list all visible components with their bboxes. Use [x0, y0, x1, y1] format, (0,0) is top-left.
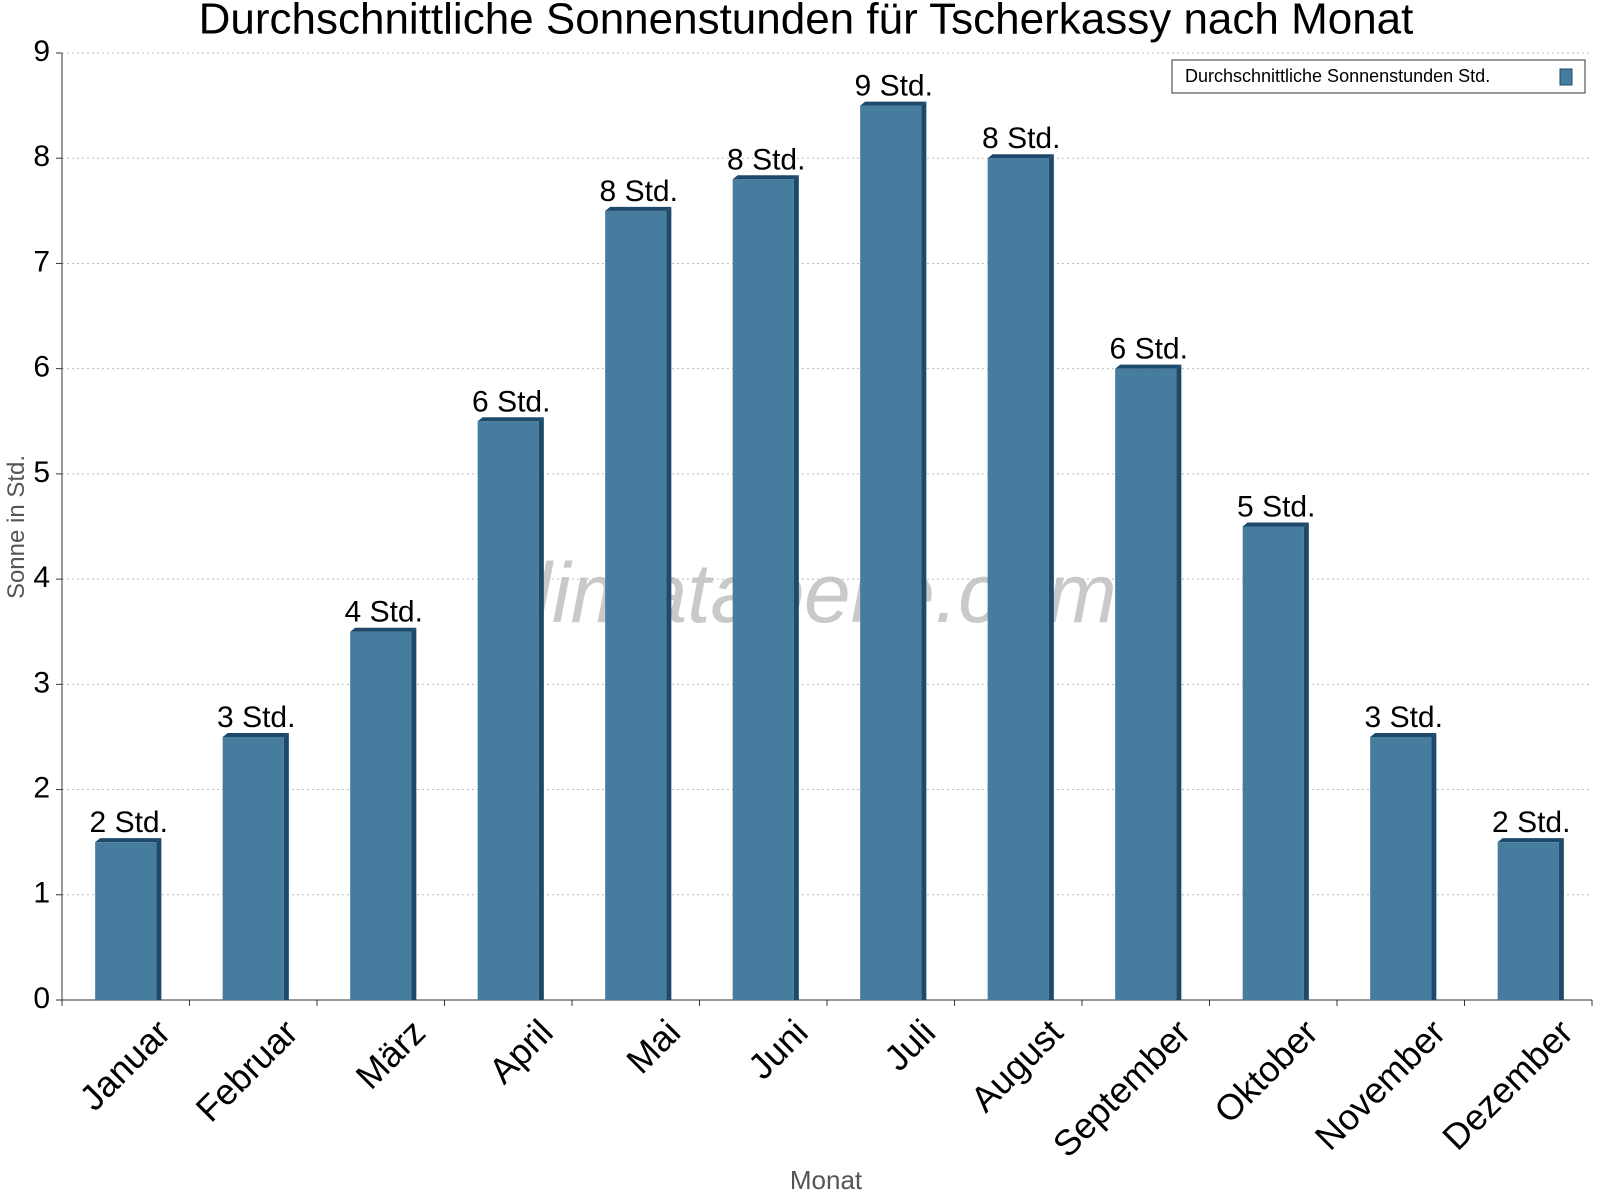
bar-top: [477, 417, 544, 422]
y-axis-label: Sonne in Std.: [3, 455, 30, 599]
bar-side: [1048, 154, 1054, 1000]
bar-top: [1497, 838, 1564, 843]
y-tick-label: 3: [33, 666, 50, 699]
x-tick-label: Februar: [188, 1011, 306, 1129]
bar-top: [1370, 732, 1437, 737]
bar: [732, 179, 794, 1000]
y-tick-label: 8: [33, 140, 50, 173]
y-tick-label: 2: [33, 771, 50, 804]
bar: [350, 631, 412, 1000]
x-tick-label: März: [348, 1011, 434, 1097]
bar-top: [1115, 364, 1182, 369]
y-tick-label: 1: [33, 877, 50, 910]
bar: [605, 210, 667, 1001]
bar-side: [1176, 364, 1182, 1001]
value-label: 6 Std.: [472, 385, 550, 418]
bar: [1370, 736, 1432, 1000]
bar: [222, 736, 284, 1000]
bar-top: [987, 154, 1054, 159]
bar-side: [921, 101, 927, 1001]
value-label: 8 Std.: [982, 122, 1060, 155]
bar: [95, 842, 157, 1000]
value-label: 4 Std.: [345, 596, 423, 629]
bar-top: [350, 627, 417, 632]
value-label: 2 Std.: [90, 806, 168, 839]
value-label: 3 Std.: [1365, 701, 1443, 734]
value-label: 6 Std.: [1110, 333, 1188, 366]
x-tick-label: Juli: [876, 1011, 943, 1078]
value-label: 9 Std.: [855, 70, 933, 103]
bar-top: [732, 175, 799, 180]
x-tick-label: Dezember: [1434, 1011, 1580, 1157]
bar-top: [1242, 522, 1309, 527]
value-label: 8 Std.: [600, 175, 678, 208]
y-tick-label: 5: [33, 456, 50, 489]
value-label: 8 Std.: [727, 143, 805, 176]
legend-label: Durchschnittliche Sonnenstunden Std.: [1185, 66, 1490, 86]
x-tick-label: Mai: [618, 1011, 688, 1081]
value-label: 2 Std.: [1492, 806, 1570, 839]
x-tick-label: August: [962, 1011, 1070, 1119]
x-tick-label: Oktober: [1206, 1011, 1326, 1131]
bar: [1497, 842, 1559, 1000]
y-tick-label: 9: [33, 35, 50, 68]
x-tick-label: Juni: [740, 1011, 816, 1087]
x-axis-label: Monat: [790, 1165, 863, 1195]
bar-side: [156, 838, 162, 1000]
y-tick-label: 6: [33, 351, 50, 384]
legend-box: [1171, 59, 1586, 94]
x-tick-label: April: [481, 1011, 561, 1091]
x-tick-label: Januar: [71, 1011, 178, 1118]
x-tick-label: September: [1045, 1011, 1199, 1165]
y-tick-label: 7: [33, 245, 50, 278]
value-label: 5 Std.: [1237, 491, 1315, 524]
bar-side: [283, 732, 289, 1000]
x-tick-label: November: [1307, 1011, 1453, 1157]
bar-side: [1303, 522, 1309, 1000]
y-tick-label: 0: [33, 982, 50, 1015]
bar: [860, 105, 922, 1001]
legend-swatch: [1559, 68, 1573, 86]
value-label: 3 Std.: [217, 701, 295, 734]
bar-side: [538, 417, 544, 1000]
bar-side: [1431, 732, 1437, 1000]
bar-top: [860, 101, 927, 106]
bar-top: [605, 206, 672, 211]
bar-top: [222, 732, 289, 737]
bar: [987, 158, 1049, 1000]
y-tick-label: 4: [33, 561, 50, 594]
bar-top: [95, 838, 162, 843]
bar-side: [793, 175, 799, 1000]
bar-side: [1558, 838, 1564, 1000]
bar: [1242, 526, 1304, 1000]
bar: [1115, 368, 1177, 1001]
bar-side: [666, 206, 672, 1001]
bar: [477, 421, 539, 1000]
bar-side: [411, 627, 417, 1000]
chart-title: Durchschnittliche Sonnenstunden für Tsch…: [199, 0, 1414, 44]
